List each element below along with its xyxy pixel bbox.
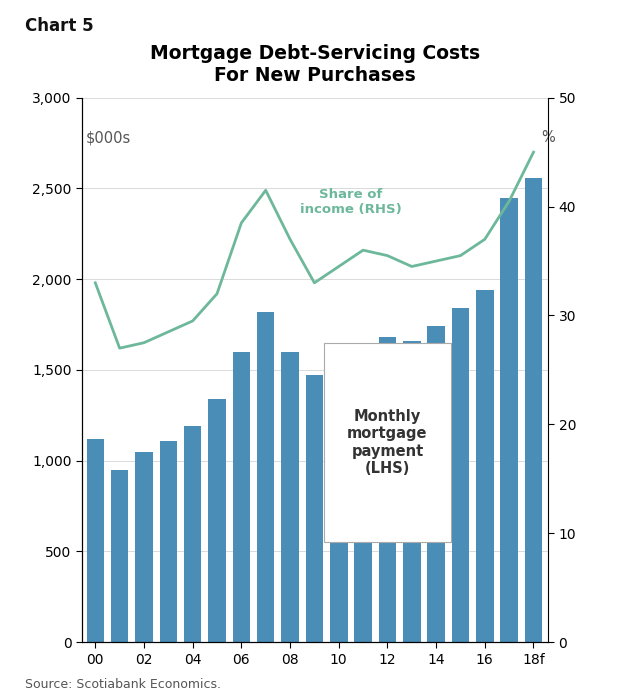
FancyBboxPatch shape (324, 343, 450, 542)
Text: Chart 5: Chart 5 (25, 17, 94, 36)
Bar (403, 341, 421, 642)
Bar (86, 439, 104, 642)
Bar (500, 198, 518, 642)
Bar (135, 452, 152, 642)
Bar (330, 352, 348, 642)
Bar (209, 399, 226, 642)
Text: %: % (541, 131, 554, 145)
Bar (354, 345, 372, 642)
Bar (111, 470, 129, 642)
Bar (257, 312, 275, 642)
Bar (525, 177, 542, 642)
Title: Mortgage Debt-Servicing Costs
For New Purchases: Mortgage Debt-Servicing Costs For New Pu… (150, 44, 480, 85)
Bar (184, 426, 202, 642)
Bar (281, 352, 299, 642)
Bar (452, 309, 469, 642)
Bar (476, 290, 493, 642)
Bar (306, 376, 323, 642)
Bar (379, 337, 396, 642)
Text: Source: Scotiabank Economics.: Source: Scotiabank Economics. (25, 678, 221, 691)
Bar (159, 440, 177, 642)
Text: Monthly
mortgage
payment
(LHS): Monthly mortgage payment (LHS) (347, 409, 428, 476)
Text: $000s: $000s (86, 131, 131, 145)
Bar (232, 352, 250, 642)
Text: Share of
income (RHS): Share of income (RHS) (300, 188, 402, 216)
Bar (427, 327, 445, 642)
